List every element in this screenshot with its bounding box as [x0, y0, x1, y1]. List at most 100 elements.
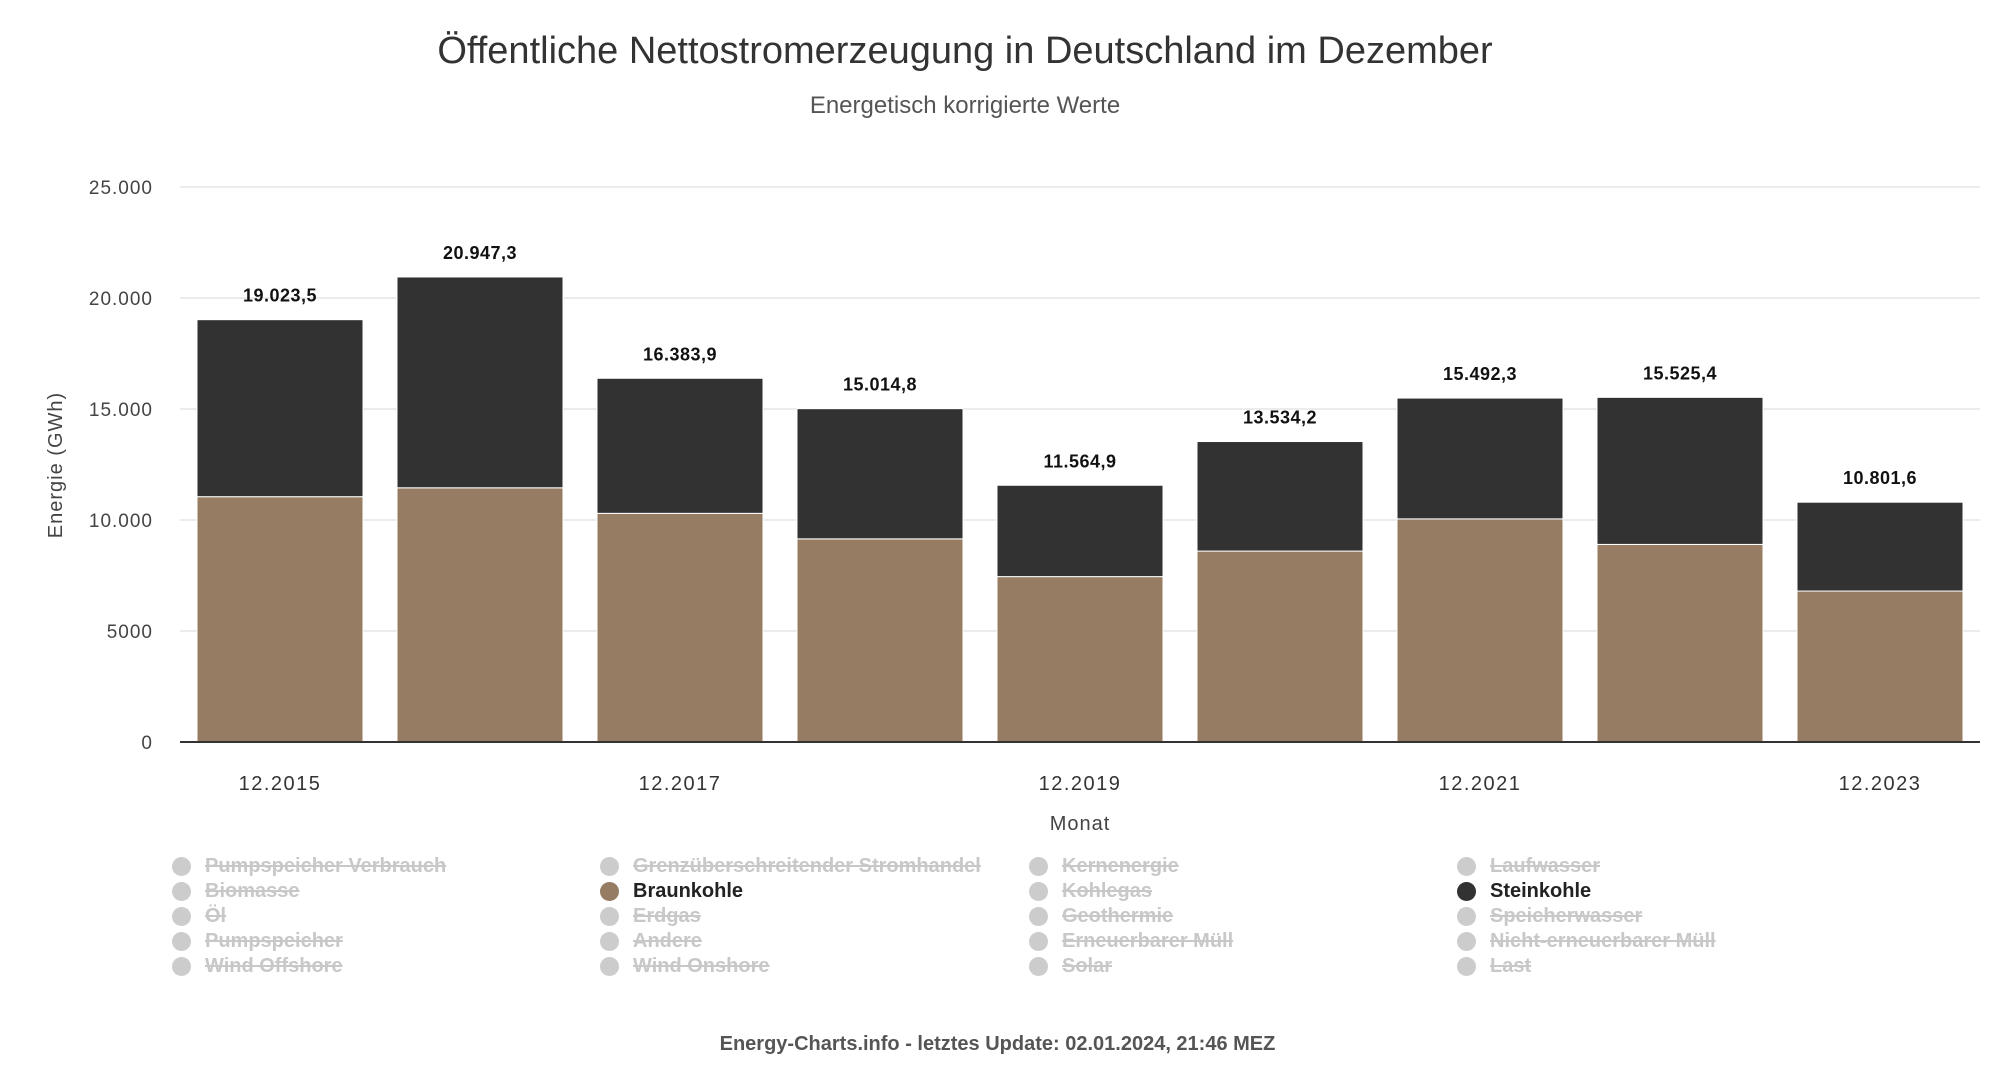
legend-dot-icon [1029, 957, 1048, 976]
legend-dot-icon [600, 857, 619, 876]
bar-braunkohle-12.2023[interactable] [1796, 590, 1964, 743]
x-tick-label: 12.2015 [239, 773, 322, 795]
legend-label: Solar [1062, 955, 1113, 977]
total-label: 15.014,8 [843, 375, 917, 395]
legend-label: Öl [205, 905, 227, 927]
legend-item[interactable]: Kernenergie [1029, 855, 1179, 878]
legend-label: Steinkohle [1490, 880, 1592, 902]
bar-braunkohle-12.2015[interactable] [196, 496, 364, 743]
x-tick-label: 12.2023 [1839, 773, 1922, 795]
legend-item[interactable]: Speicherwasser [1457, 905, 1642, 928]
legend-dot-icon [172, 957, 191, 976]
legend-label: Andere [633, 930, 702, 952]
legend-label: Biomasse [205, 880, 300, 902]
total-label: 20.947,3 [443, 243, 517, 263]
y-tick-label: 15.000 [89, 400, 153, 421]
y-axis-ticks: 0 5000 10.000 15.000 20.000 25.000 [89, 178, 153, 754]
bar-steinkohle-12.2021[interactable] [1396, 397, 1564, 520]
legend-label: Braunkohle [633, 880, 744, 902]
legend-label: Wind Onshore [633, 955, 770, 977]
bar-braunkohle-12.2022[interactable] [1596, 543, 1764, 743]
legend-label: Kohlegas [1062, 880, 1153, 902]
total-label: 15.525,4 [1643, 363, 1717, 383]
bar-braunkohle-12.2020[interactable] [1196, 550, 1364, 743]
x-tick-label: 12.2021 [1439, 773, 1522, 795]
y-axis-title: Energie (GWh) [45, 392, 67, 538]
y-tick-label: 5000 [107, 622, 153, 643]
bars [196, 276, 1964, 743]
legend-dot-icon [1029, 907, 1048, 926]
chart-title: Öffentliche Nettostromerzeugung in Deuts… [437, 30, 1493, 72]
legend-dot-icon [1457, 957, 1476, 976]
legend-item[interactable]: Biomasse [172, 880, 300, 903]
bar-steinkohle-12.2020[interactable] [1196, 441, 1364, 552]
stacked-bar-chart: 0 5000 10.000 15.000 20.000 25.000 19.023,5 20… [45, 178, 1980, 835]
legend-item[interactable]: Nicht-erneuerbarer Müll [1457, 930, 1716, 953]
y-tick-label: 10.000 [89, 511, 153, 532]
bar-braunkohle-12.2019[interactable] [996, 576, 1164, 743]
bar-steinkohle-12.2016[interactable] [396, 276, 564, 489]
legend-item[interactable]: Wind Offshore [172, 955, 343, 978]
bar-steinkohle-12.2022[interactable] [1596, 396, 1764, 545]
legend-label: Speicherwasser [1490, 905, 1643, 927]
legend-item[interactable]: Laufwasser [1457, 855, 1600, 878]
total-label: 10.801,6 [1843, 468, 1917, 488]
bar-steinkohle-12.2018[interactable] [796, 408, 964, 540]
legend-item[interactable]: Andere [600, 930, 702, 953]
legend-item[interactable]: Wind Onshore [600, 955, 769, 978]
legend-dot-icon [600, 882, 619, 901]
legend-item[interactable]: Last [1457, 955, 1531, 978]
legend-item[interactable]: Kohlegas [1029, 880, 1152, 903]
legend-dot-icon [1029, 932, 1048, 951]
total-label: 15.492,3 [1443, 364, 1517, 384]
legend-item[interactable]: Öl [172, 905, 226, 928]
footer-credit: Energy-Charts.info - letztes Update: 02.… [719, 1033, 1276, 1055]
legend-dot-icon [1457, 857, 1476, 876]
x-axis-title: Monat [1050, 813, 1111, 835]
legend-dot-icon [1029, 882, 1048, 901]
legend-dot-icon [172, 857, 191, 876]
legend-label: Kernenergie [1062, 855, 1179, 877]
y-tick-label: 25.000 [89, 178, 153, 199]
x-axis-ticks: 12.2015 12.2017 12.2019 12.2021 12.2023 [239, 773, 1922, 795]
bar-steinkohle-12.2017[interactable] [596, 377, 764, 514]
bar-braunkohle-12.2018[interactable] [796, 538, 964, 743]
legend-item[interactable]: Grenzüberschreitender Stromhandel [600, 855, 981, 878]
legend-label: Grenzüberschreitender Stromhandel [633, 855, 981, 877]
legend-dot-icon [172, 882, 191, 901]
legend-item[interactable]: Erneuerbarer Müll [1029, 930, 1233, 953]
legend-dot-icon [600, 957, 619, 976]
total-label: 16.383,9 [643, 344, 717, 364]
legend-label: Last [1490, 955, 1532, 977]
data-labels: 19.023,5 20.947,3 16.383,9 15.014,8 11.564,9… [243, 243, 1917, 488]
legend-dot-icon [172, 932, 191, 951]
legend-dot-icon [600, 932, 619, 951]
legend-dot-icon [172, 907, 191, 926]
bar-steinkohle-12.2015[interactable] [196, 319, 364, 498]
x-tick-label: 12.2019 [1039, 773, 1122, 795]
legend-dot-icon [1457, 907, 1476, 926]
bar-steinkohle-12.2023[interactable] [1796, 501, 1964, 592]
total-label: 11.564,9 [1043, 451, 1116, 471]
legend-dot-icon [1029, 857, 1048, 876]
legend-label: Erdgas [633, 905, 701, 927]
legend-item[interactable]: Geothermie [1029, 905, 1173, 928]
legend-item[interactable]: Braunkohle [600, 880, 743, 903]
legend-label: Erneuerbarer Müll [1062, 930, 1234, 952]
y-tick-label: 0 [141, 733, 153, 754]
legend-dot-icon [600, 907, 619, 926]
legend-label: Pumpspeicher Verbrauch [205, 855, 447, 877]
legend-item[interactable]: Pumpspeicher Verbrauch [172, 855, 446, 878]
bar-braunkohle-12.2017[interactable] [596, 512, 764, 743]
legend-label: Wind Offshore [205, 955, 343, 977]
legend-dot-icon [1457, 882, 1476, 901]
y-tick-label: 20.000 [89, 289, 153, 310]
bar-braunkohle-12.2016[interactable] [396, 487, 564, 743]
legend-label: Pumpspeicher [205, 930, 343, 952]
bar-steinkohle-12.2019[interactable] [996, 484, 1164, 578]
legend-item[interactable]: Solar [1029, 955, 1112, 978]
legend-item[interactable]: Pumpspeicher [172, 930, 343, 953]
bar-braunkohle-12.2021[interactable] [1396, 518, 1564, 743]
legend-item[interactable]: Erdgas [600, 905, 701, 928]
legend-item[interactable]: Steinkohle [1457, 880, 1591, 903]
